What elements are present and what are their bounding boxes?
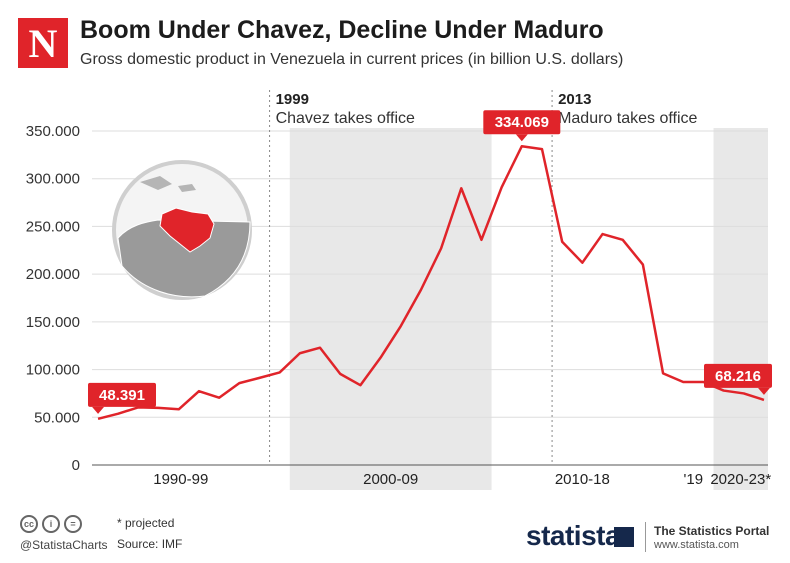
y-tick-label-2: 100.000 xyxy=(26,362,80,379)
office-label-1: Maduro takes office xyxy=(558,110,697,127)
value-label-1: 334.069 xyxy=(495,114,549,131)
caribbean-islands-shape xyxy=(140,176,196,192)
value-callout-tip-2 xyxy=(757,387,770,395)
no-derivatives-icon: = xyxy=(64,515,82,533)
footer-divider xyxy=(645,522,646,552)
cc-icon: cc xyxy=(20,515,38,533)
venezuela-map-icon xyxy=(112,160,252,300)
period-band-4 xyxy=(713,128,768,490)
y-tick-label-3: 150.000 xyxy=(26,314,80,331)
statista-url: www.statista.com xyxy=(654,539,739,551)
statista-handle: @StatistaCharts xyxy=(20,538,108,552)
value-callout-box-2 xyxy=(704,363,772,388)
value-callout-tip-0 xyxy=(92,406,105,414)
attribution-icon: i xyxy=(42,515,60,533)
y-tick-label-5: 250.000 xyxy=(26,218,80,235)
y-tick-label-0: 0 xyxy=(72,457,80,474)
creative-commons-icons: cc i = xyxy=(20,515,82,533)
chart-subtitle: Gross domestic product in Venezuela in c… xyxy=(80,51,624,68)
value-label-2: 68.216 xyxy=(715,368,761,385)
statistics-portal-label: The Statistics Portal xyxy=(654,524,770,538)
projected-note: * projected xyxy=(117,516,175,530)
office-year-1: 2013 xyxy=(558,91,591,108)
y-tick-label-7: 350.000 xyxy=(26,123,80,140)
newsweek-logo: N xyxy=(18,18,68,68)
y-tick-label-1: 50.000 xyxy=(34,409,80,426)
south-america-shape xyxy=(117,219,251,298)
statista-logo: statista xyxy=(526,520,621,551)
y-tick-label-4: 200.000 xyxy=(26,266,80,283)
statista-logo-icon xyxy=(614,527,634,547)
chart-title: Boom Under Chavez, Decline Under Maduro xyxy=(80,16,604,44)
period-label-1: 2000-09 xyxy=(363,471,418,488)
period-band-1 xyxy=(289,128,492,490)
venezuela-shape xyxy=(159,207,215,253)
office-label-0: Chavez takes office xyxy=(276,110,415,127)
value-callout-box-0 xyxy=(88,382,156,407)
value-callout-box-1 xyxy=(483,110,561,135)
series-line-0 xyxy=(97,144,765,421)
value-label-0: 48.391 xyxy=(99,387,145,404)
y-tick-label-6: 300.000 xyxy=(26,171,80,188)
value-callout-tip-1 xyxy=(515,134,528,142)
period-label-2: 2010-18 xyxy=(555,471,610,488)
source-note: Source: IMF xyxy=(117,537,183,551)
period-label-0: 1990-99 xyxy=(153,471,208,488)
period-label-4: 2020-23* xyxy=(710,471,771,488)
period-label-3: '19 xyxy=(684,471,704,488)
office-year-0: 1999 xyxy=(276,91,309,108)
